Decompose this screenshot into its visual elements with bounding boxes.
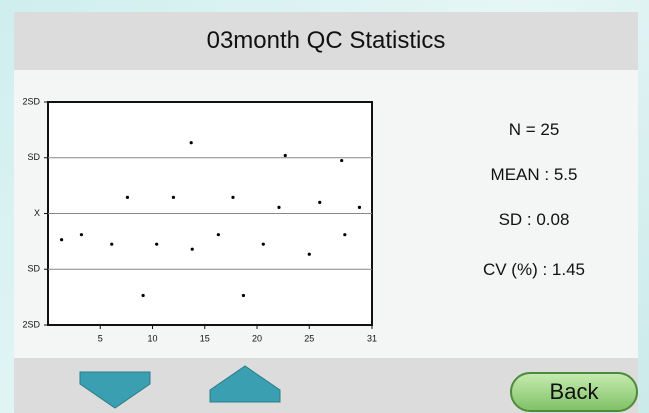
x-tick-label: 31 xyxy=(367,333,377,343)
down-arrow[interactable] xyxy=(79,371,151,409)
data-point xyxy=(318,200,322,204)
data-point xyxy=(155,242,159,246)
x-tick-label: 15 xyxy=(200,333,210,343)
stat-n: N = 25 xyxy=(508,120,560,139)
x-tick-label: 10 xyxy=(148,333,158,343)
data-point xyxy=(340,158,344,163)
footer-bar: Back xyxy=(14,358,638,413)
data-point xyxy=(283,153,287,158)
data-point xyxy=(241,293,246,298)
x-tick-label: 5 xyxy=(98,333,103,343)
data-point xyxy=(277,205,281,209)
y-tick-label: SD xyxy=(27,152,40,162)
data-point xyxy=(110,242,114,246)
data-point xyxy=(216,233,220,237)
stat-cv: CV (%) : 1.45 xyxy=(482,260,586,279)
arrow-buttons[interactable] xyxy=(14,358,314,413)
data-point xyxy=(189,141,193,145)
data-point xyxy=(171,195,176,199)
content: 2SD SD X SD 2SD 5 10 15 20 25 31 N = 25 MEAN : 5.5… xyxy=(14,70,638,358)
y-tick-label: 2SD xyxy=(22,96,40,106)
y-tick-label: SD xyxy=(27,264,40,274)
data-point xyxy=(125,195,130,199)
data-point xyxy=(343,233,347,237)
qc-chart: 2SD SD X SD 2SD 5 10 15 20 25 31 xyxy=(22,96,377,343)
y-tick-label: 2SD xyxy=(22,319,40,329)
stat-sd: SD : 0.08 xyxy=(498,210,570,229)
data-point xyxy=(231,195,235,199)
title-bar: 03month QC Statistics xyxy=(14,12,638,70)
data-point xyxy=(59,238,64,242)
x-tick-label: 20 xyxy=(252,333,262,343)
data-point xyxy=(141,293,145,298)
data-point xyxy=(261,242,265,246)
back-button[interactable]: Back xyxy=(510,372,638,412)
stat-mean: MEAN : 5.5 xyxy=(490,165,578,184)
data-point xyxy=(307,252,311,256)
x-tick-label: 25 xyxy=(304,333,314,343)
up-arrow[interactable] xyxy=(209,365,281,403)
data-point xyxy=(190,247,194,251)
data-point xyxy=(79,233,84,237)
y-tick-label: X xyxy=(34,208,40,218)
data-point xyxy=(357,205,362,209)
